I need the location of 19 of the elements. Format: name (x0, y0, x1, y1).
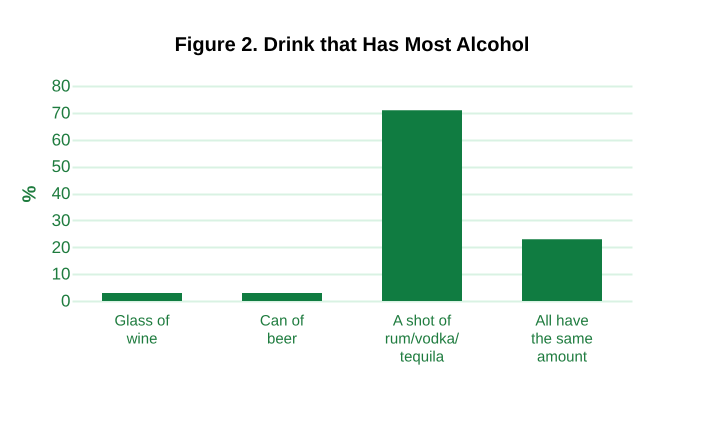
y-axis-title: % (20, 185, 41, 202)
chart-title: Figure 2. Drink that Has Most Alcohol (174, 34, 530, 56)
x-tick-label: A shot of rum/vodka/tequila (384, 312, 460, 366)
x-tick-label: All have the same amount (531, 312, 593, 366)
bar (242, 292, 322, 301)
y-tick-label: 0 (61, 292, 70, 310)
bar (522, 239, 602, 301)
x-tick-label: Glass of wine (114, 312, 170, 348)
x-tick-label: Can of beer (260, 312, 305, 348)
y-tick-label: 60 (52, 130, 70, 150)
y-tick-label: 30 (52, 210, 70, 230)
y-tick-label: 50 (52, 157, 70, 176)
y-tick-label: 80 (52, 76, 70, 96)
y-tick-label: 20 (52, 238, 70, 257)
bar (102, 292, 182, 301)
bar (382, 110, 462, 301)
y-tick-label: 40 (52, 184, 70, 203)
y-tick-label: 10 (52, 264, 70, 284)
y-tick-label: 70 (52, 103, 70, 122)
